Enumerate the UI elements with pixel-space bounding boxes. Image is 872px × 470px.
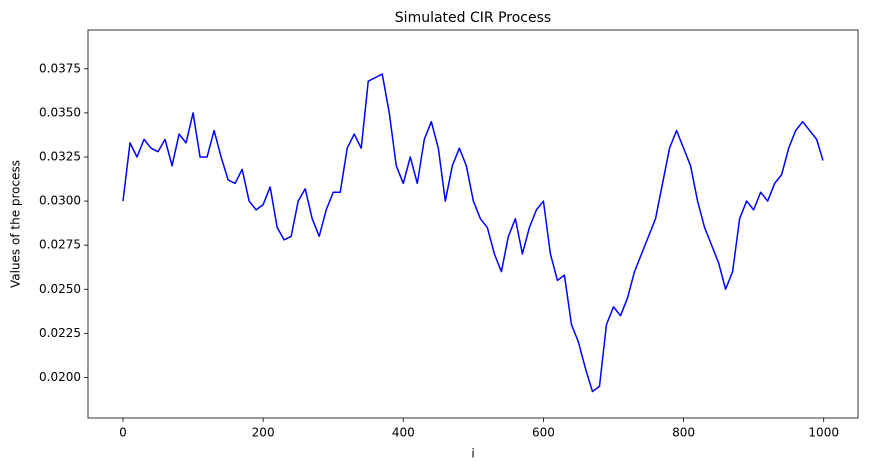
line-series xyxy=(122,73,824,393)
chart-title: Simulated CIR Process xyxy=(395,10,551,26)
x-tick-label: 0 xyxy=(119,426,127,440)
x-tick-label: 1000 xyxy=(808,426,839,440)
y-tick-label: 0.0250 xyxy=(39,282,81,296)
y-tick-label: 0.0325 xyxy=(39,149,81,163)
y-tick-label: 0.0375 xyxy=(39,61,81,75)
y-tick-label: 0.0350 xyxy=(39,105,81,119)
x-tick-label: 600 xyxy=(532,426,555,440)
y-axis-label: Values of the process xyxy=(9,160,23,288)
x-tick-label: 400 xyxy=(392,426,415,440)
x-tick-label: 800 xyxy=(672,426,695,440)
x-axis-label: i xyxy=(471,447,474,461)
y-tick-label: 0.0300 xyxy=(39,194,81,208)
x-tick-label: 200 xyxy=(252,426,275,440)
plot-frame xyxy=(87,29,859,419)
y-tick-label: 0.0275 xyxy=(39,238,81,252)
y-tick-label: 0.0200 xyxy=(39,370,81,384)
y-tick-label: 0.0225 xyxy=(39,326,81,340)
